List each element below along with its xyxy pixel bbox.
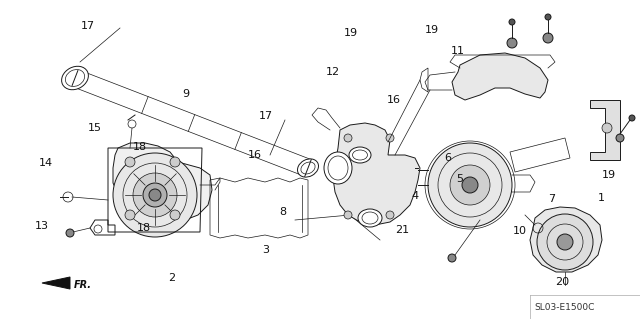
Polygon shape — [113, 143, 212, 222]
Polygon shape — [530, 207, 602, 272]
Text: 3: 3 — [262, 245, 269, 256]
Circle shape — [143, 183, 167, 207]
Circle shape — [557, 234, 573, 250]
Ellipse shape — [61, 66, 88, 90]
Text: 19: 19 — [425, 25, 439, 35]
Text: 1: 1 — [598, 193, 605, 203]
Text: 13: 13 — [35, 221, 49, 232]
Text: 20: 20 — [555, 277, 569, 287]
Circle shape — [428, 143, 512, 227]
Circle shape — [66, 229, 74, 237]
Circle shape — [133, 173, 177, 217]
Circle shape — [602, 123, 612, 133]
Text: 19: 19 — [344, 28, 358, 39]
Circle shape — [448, 254, 456, 262]
Text: 5: 5 — [456, 174, 463, 184]
Circle shape — [125, 210, 135, 220]
Circle shape — [386, 134, 394, 142]
Circle shape — [543, 33, 553, 43]
Text: SL03-E1500C: SL03-E1500C — [535, 303, 595, 313]
Text: 11: 11 — [451, 46, 465, 56]
Polygon shape — [42, 277, 70, 289]
Text: 7: 7 — [548, 194, 556, 204]
Text: 16: 16 — [248, 150, 262, 160]
Text: 16: 16 — [387, 95, 401, 106]
Circle shape — [125, 157, 135, 167]
Text: 2: 2 — [168, 272, 175, 283]
Polygon shape — [333, 123, 420, 225]
Text: 15: 15 — [88, 122, 102, 133]
Circle shape — [545, 14, 551, 20]
Polygon shape — [590, 100, 620, 160]
Circle shape — [113, 153, 197, 237]
Text: 17: 17 — [259, 111, 273, 122]
Text: 6: 6 — [445, 153, 451, 163]
Circle shape — [507, 38, 517, 48]
Text: 9: 9 — [182, 89, 189, 99]
Ellipse shape — [349, 147, 371, 163]
Text: 4: 4 — [411, 191, 419, 201]
Text: 14: 14 — [39, 158, 53, 168]
Ellipse shape — [298, 159, 319, 177]
Circle shape — [344, 211, 352, 219]
Circle shape — [462, 177, 478, 193]
Text: FR.: FR. — [74, 280, 92, 290]
Text: 21: 21 — [395, 225, 409, 235]
Ellipse shape — [324, 152, 352, 184]
Circle shape — [149, 189, 161, 201]
Text: 18: 18 — [132, 142, 147, 152]
Circle shape — [509, 19, 515, 25]
Text: 18: 18 — [137, 223, 151, 233]
Text: 8: 8 — [279, 207, 287, 217]
Polygon shape — [452, 53, 548, 100]
Ellipse shape — [358, 209, 382, 227]
Text: 10: 10 — [513, 226, 527, 236]
Circle shape — [386, 211, 394, 219]
Circle shape — [629, 115, 635, 121]
Text: 12: 12 — [326, 67, 340, 77]
Circle shape — [616, 134, 624, 142]
Text: 17: 17 — [81, 20, 95, 31]
Circle shape — [450, 165, 490, 205]
Circle shape — [344, 134, 352, 142]
Circle shape — [170, 210, 180, 220]
Text: 19: 19 — [602, 170, 616, 181]
Circle shape — [537, 214, 593, 270]
Circle shape — [170, 157, 180, 167]
